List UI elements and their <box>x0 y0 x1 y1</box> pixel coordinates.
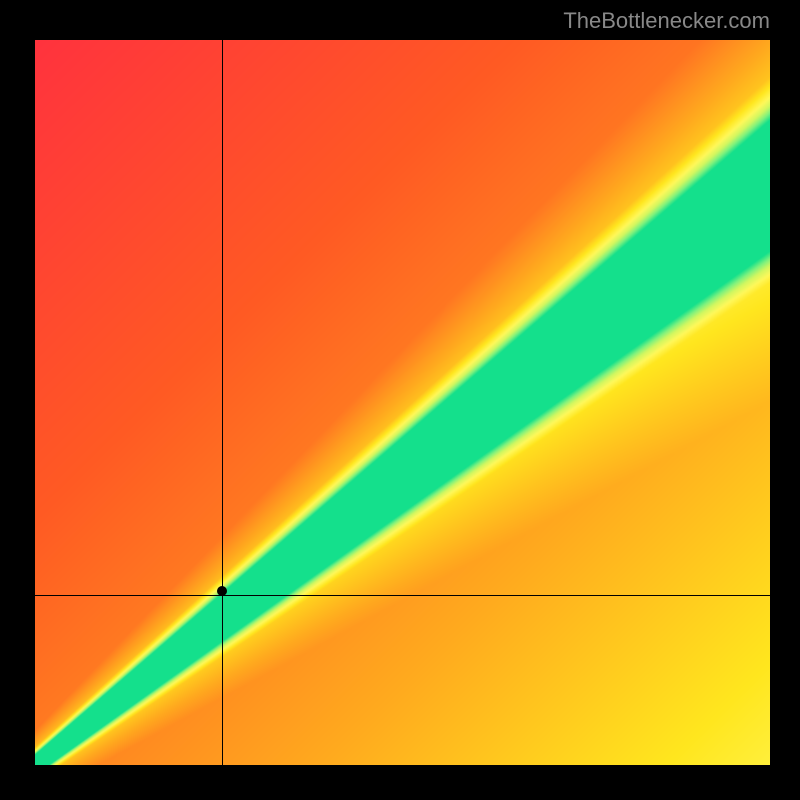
crosshair-vertical <box>222 40 223 765</box>
page-container: TheBottlenecker.com <box>0 0 800 800</box>
heatmap-canvas <box>35 40 770 765</box>
attribution-text: TheBottlenecker.com <box>563 8 770 34</box>
marker-point <box>217 586 227 596</box>
crosshair-horizontal <box>35 595 770 596</box>
heatmap-chart <box>35 40 770 765</box>
